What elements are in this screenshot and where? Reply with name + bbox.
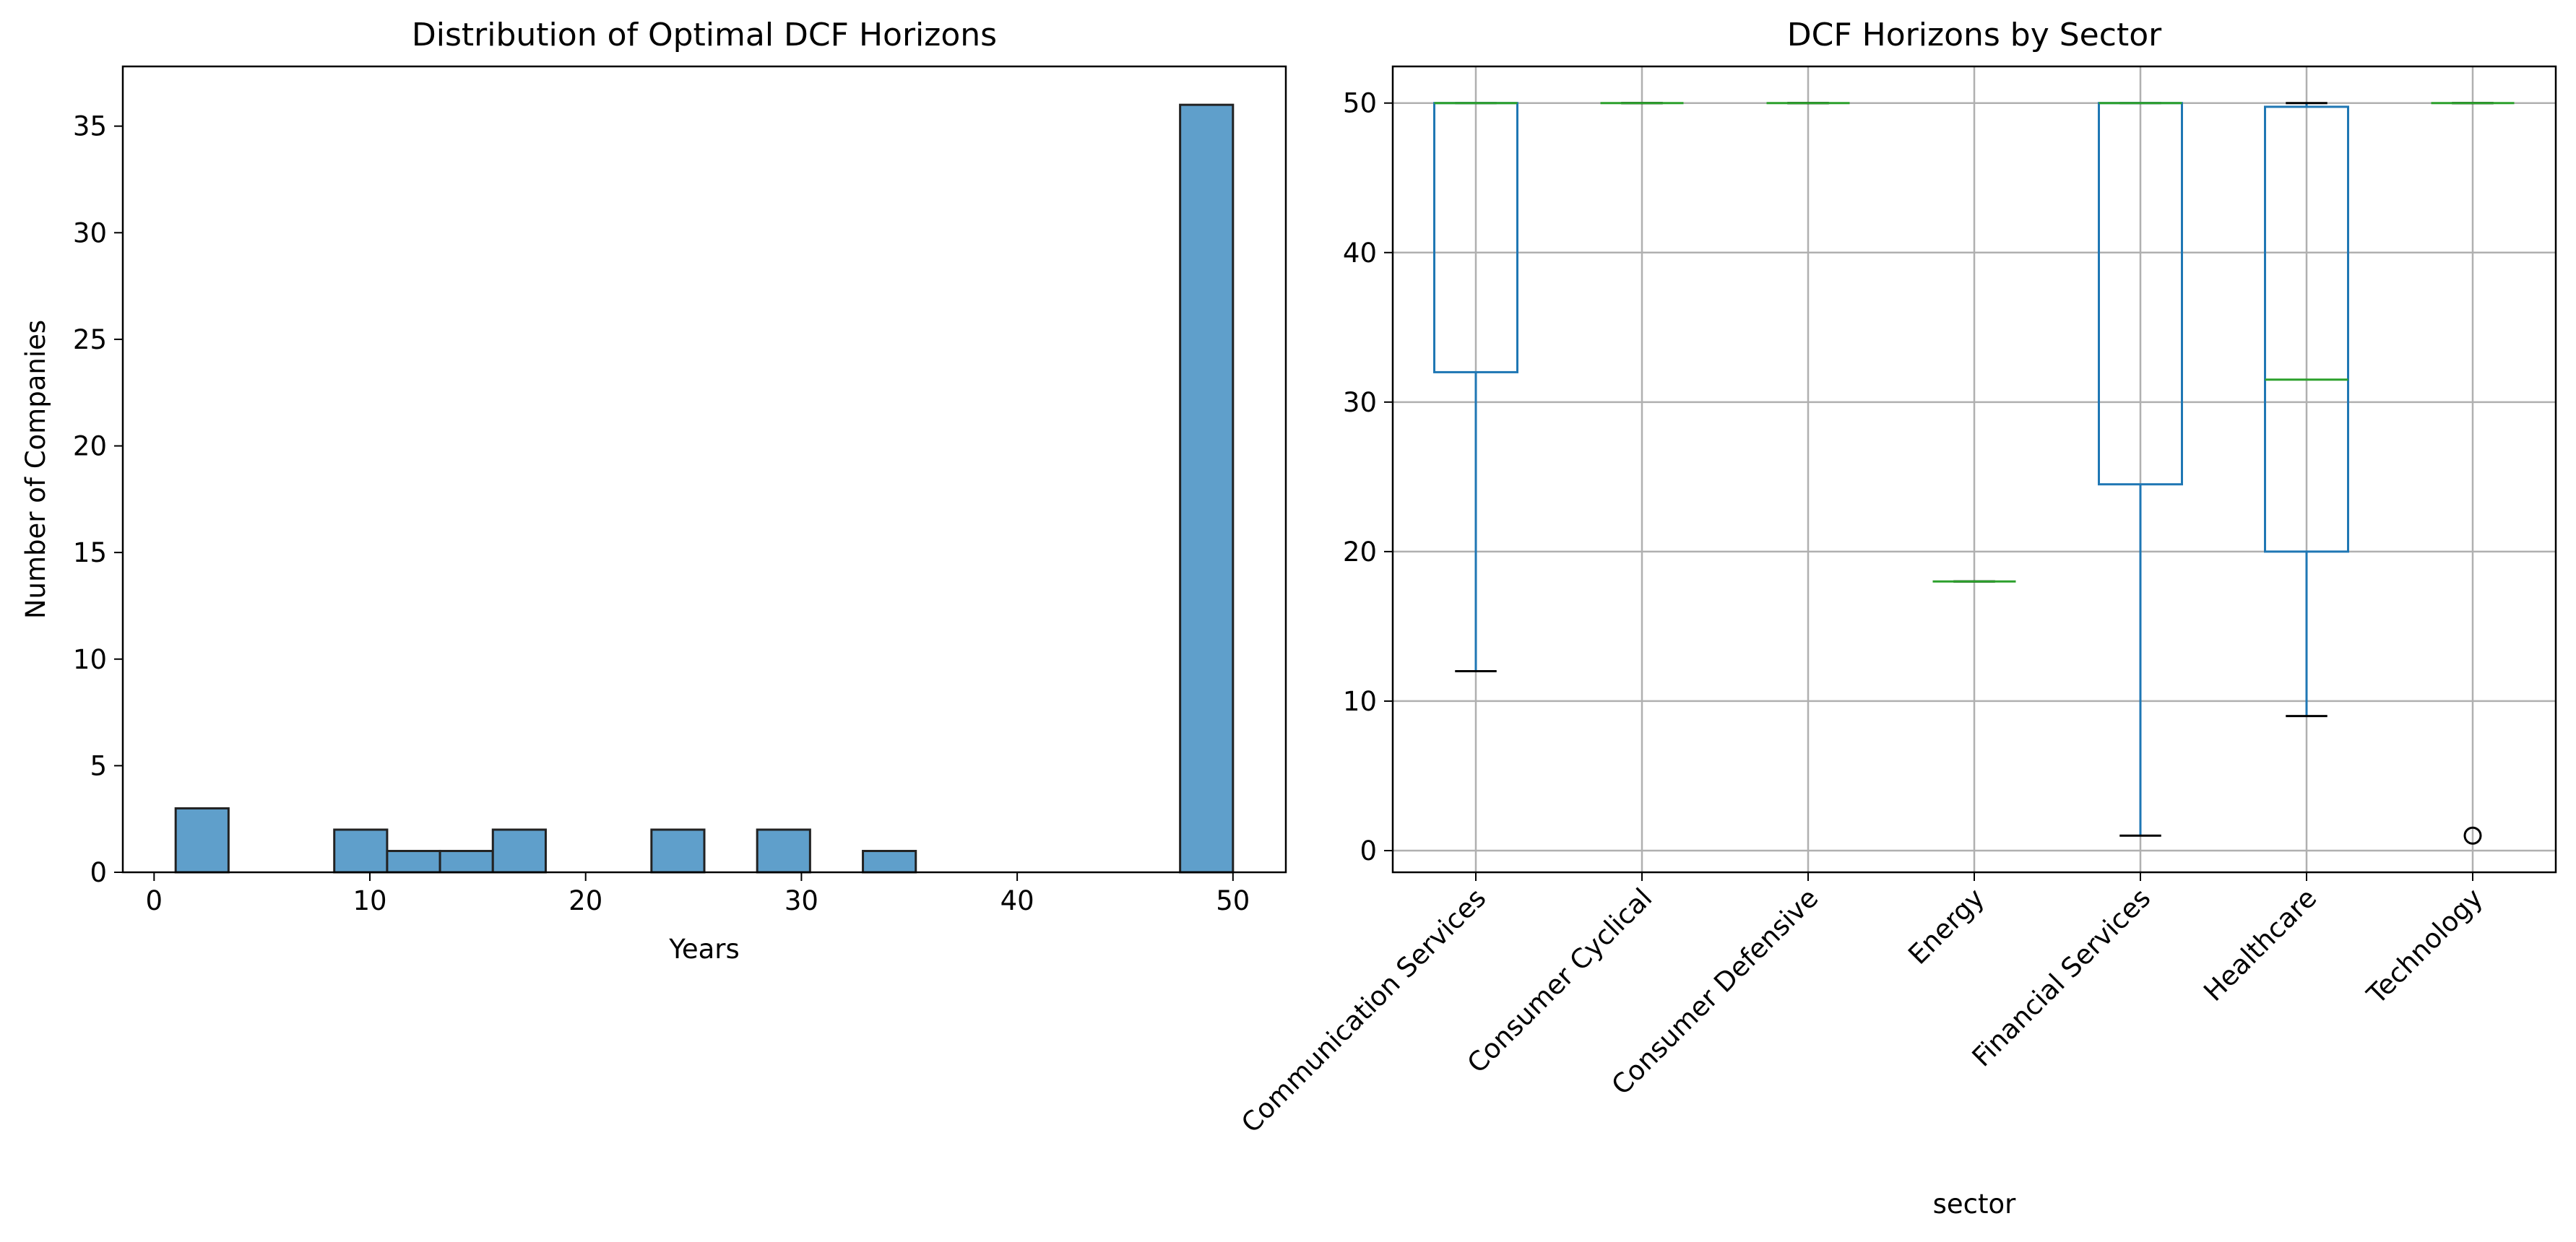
boxplot-ytick-label: 20: [1343, 537, 1377, 568]
boxplot-ytick-label: 0: [1360, 835, 1377, 867]
histogram-ylabel: Number of Companies: [20, 320, 51, 619]
boxplot-marks: [1433, 102, 2515, 845]
boxplot-chart: DCF Horizons by Sector Communication Ser…: [1235, 17, 2557, 1220]
histogram-ticks: 0 10 20 30 40 50 0 5 10 15 20 25 30 35: [73, 111, 1250, 916]
boxplot-xtick-label: Technology: [2361, 882, 2489, 1011]
histogram-bar: [438, 849, 494, 874]
histogram-ytick-label: 25: [73, 324, 107, 355]
histogram-xlabel: Years: [668, 934, 740, 965]
boxplot-xtick-label: Energy: [1902, 882, 1990, 970]
histogram-bar: [333, 828, 389, 874]
boxplot-xlabel: sector: [1933, 1189, 2017, 1220]
histogram-xtick-label: 30: [785, 885, 818, 916]
histogram-bar: [756, 828, 811, 874]
histogram-ytick-label: 5: [90, 750, 107, 781]
histogram-ytick-label: 15: [73, 537, 107, 568]
histogram-bar: [862, 849, 917, 874]
boxplot-xtick-label: Communication Services: [1235, 882, 1492, 1139]
box-outlier: [2463, 826, 2482, 845]
boxplot-title: DCF Horizons by Sector: [1787, 17, 2162, 53]
boxplot-xtick-label: Financial Services: [1966, 882, 2157, 1073]
histogram-ytick-label: 30: [73, 217, 107, 248]
histogram-title: Distribution of Optimal DCF Horizons: [412, 17, 997, 53]
histogram-xtick-label: 10: [353, 885, 386, 916]
histogram-xtick-label: 20: [569, 885, 602, 916]
histogram-ytick-label: 35: [73, 111, 107, 142]
histogram-bars: [174, 103, 1235, 874]
histogram-bar: [491, 828, 547, 874]
boxplot-ytick-label: 50: [1343, 88, 1377, 119]
boxplot-grid: [1393, 66, 2556, 872]
histogram-bar: [174, 807, 230, 874]
histogram-ytick-label: 20: [73, 431, 107, 462]
histogram-bar: [650, 828, 706, 874]
boxplot-ytick-label: 40: [1343, 238, 1377, 269]
histogram-ytick-label: 10: [73, 644, 107, 675]
boxplot-frame: [1391, 65, 2557, 874]
boxplot-xtick-label: Healthcare: [2197, 882, 2322, 1007]
histogram-xtick-label: 40: [1000, 885, 1034, 916]
boxplot-ytick-label: 30: [1343, 387, 1377, 418]
box-body: [2264, 105, 2349, 553]
histogram-frame: [121, 65, 1287, 874]
boxplot-xtick-label: Consumer Cyclical: [1461, 882, 1658, 1079]
boxplot-ytick-label: 10: [1343, 686, 1377, 717]
histogram-chart: Distribution of Optimal DCF Horizons 0 10…: [20, 17, 1287, 965]
histogram-bar: [386, 849, 441, 874]
histogram-ytick-label: 0: [90, 857, 107, 888]
histogram-xtick-label: 50: [1216, 885, 1250, 916]
histogram-bar: [1179, 103, 1235, 874]
histogram-xtick-label: 0: [146, 885, 163, 916]
